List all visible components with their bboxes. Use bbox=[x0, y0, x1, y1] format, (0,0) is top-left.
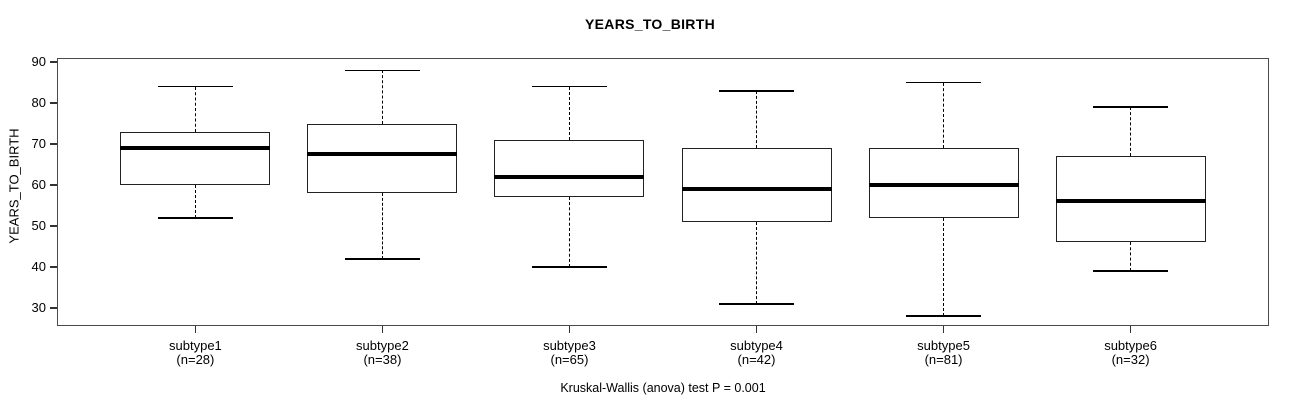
category-name: subtype3 bbox=[543, 338, 596, 353]
x-axis-tick bbox=[755, 326, 758, 333]
category-name: subtype4 bbox=[730, 338, 783, 353]
iqr-box bbox=[494, 139, 645, 198]
y-tick-label: 50 bbox=[31, 218, 46, 233]
whisker-upper bbox=[568, 86, 570, 140]
category-label: subtype4 (n=42) bbox=[687, 339, 827, 366]
y-axis-tick bbox=[50, 102, 57, 104]
median-line bbox=[307, 152, 458, 157]
category-n-label: (n=81) bbox=[924, 351, 963, 367]
iqr-box bbox=[307, 123, 458, 194]
y-axis-tick bbox=[50, 307, 57, 309]
x-axis-tick bbox=[194, 326, 197, 333]
iqr-box bbox=[681, 148, 832, 222]
whisker-upper bbox=[755, 90, 757, 149]
whisker-lower bbox=[755, 221, 757, 304]
chart-title: YEARS_TO_BIRTH bbox=[585, 16, 715, 32]
y-axis-tick bbox=[50, 184, 57, 186]
iqr-box bbox=[1055, 156, 1206, 243]
x-axis-tick bbox=[381, 326, 384, 333]
whisker-lower bbox=[942, 217, 944, 317]
whisker-cap-upper bbox=[719, 90, 795, 92]
category-n-label: (n=28) bbox=[176, 351, 215, 367]
whisker-cap-lower bbox=[531, 266, 607, 268]
y-axis-tick bbox=[50, 225, 57, 227]
category-label: subtype1 (n=28) bbox=[125, 339, 265, 366]
category-n-label: (n=32) bbox=[1111, 351, 1150, 367]
category-label: subtype2 (n=38) bbox=[312, 339, 452, 366]
x-axis-tick bbox=[942, 326, 945, 333]
whisker-lower bbox=[568, 197, 570, 267]
category-n-label: (n=65) bbox=[550, 351, 589, 367]
whisker-cap-upper bbox=[344, 69, 420, 72]
whisker-cap-lower bbox=[906, 315, 982, 317]
category-name: subtype5 bbox=[917, 338, 970, 353]
whisker-cap-upper bbox=[1093, 106, 1169, 108]
whisker-upper bbox=[194, 86, 196, 132]
whisker-upper bbox=[1129, 107, 1131, 157]
whisker-cap-lower bbox=[719, 303, 795, 305]
y-tick-label: 30 bbox=[31, 299, 46, 315]
whisker-upper bbox=[942, 82, 944, 149]
caption: Kruskal-Wallis (anova) test P = 0.001 bbox=[560, 381, 766, 395]
x-axis-tick bbox=[568, 326, 571, 333]
whisker-cap-upper bbox=[906, 81, 982, 84]
whisker-cap-lower bbox=[1093, 270, 1169, 272]
category-label: subtype6 (n=32) bbox=[1061, 339, 1201, 366]
category-name: subtype6 bbox=[1104, 338, 1157, 353]
y-tick-label: 80 bbox=[31, 95, 46, 111]
category-n-label: (n=42) bbox=[737, 351, 776, 367]
y-axis-tick bbox=[50, 61, 57, 63]
category-name: subtype2 bbox=[356, 338, 409, 353]
median-line bbox=[494, 174, 645, 179]
whisker-cap-upper bbox=[531, 85, 607, 88]
median-line bbox=[1055, 199, 1206, 204]
y-tick-label: 90 bbox=[31, 54, 46, 70]
category-n-label: (n=38) bbox=[363, 351, 402, 367]
y-tick-label: 70 bbox=[31, 136, 46, 152]
whisker-lower bbox=[381, 193, 383, 259]
iqr-box bbox=[120, 131, 271, 186]
median-line bbox=[681, 187, 832, 192]
category-name: subtype1 bbox=[169, 338, 222, 353]
whisker-lower bbox=[1129, 242, 1131, 272]
median-line bbox=[120, 146, 271, 151]
whisker-cap-lower bbox=[344, 258, 420, 260]
median-line bbox=[868, 183, 1019, 188]
whisker-upper bbox=[381, 70, 383, 124]
category-label: subtype3 (n=65) bbox=[499, 339, 639, 366]
x-axis-tick bbox=[1129, 326, 1132, 333]
whisker-cap-lower bbox=[157, 217, 233, 219]
whisker-cap-upper bbox=[157, 85, 233, 88]
whisker-lower bbox=[194, 185, 196, 218]
y-tick-label: 40 bbox=[31, 258, 46, 274]
y-tick-label: 60 bbox=[31, 177, 46, 193]
iqr-box bbox=[868, 148, 1019, 218]
y-axis-tick bbox=[50, 266, 57, 268]
category-label: subtype5 (n=81) bbox=[874, 339, 1014, 366]
y-axis-tick bbox=[50, 143, 57, 145]
